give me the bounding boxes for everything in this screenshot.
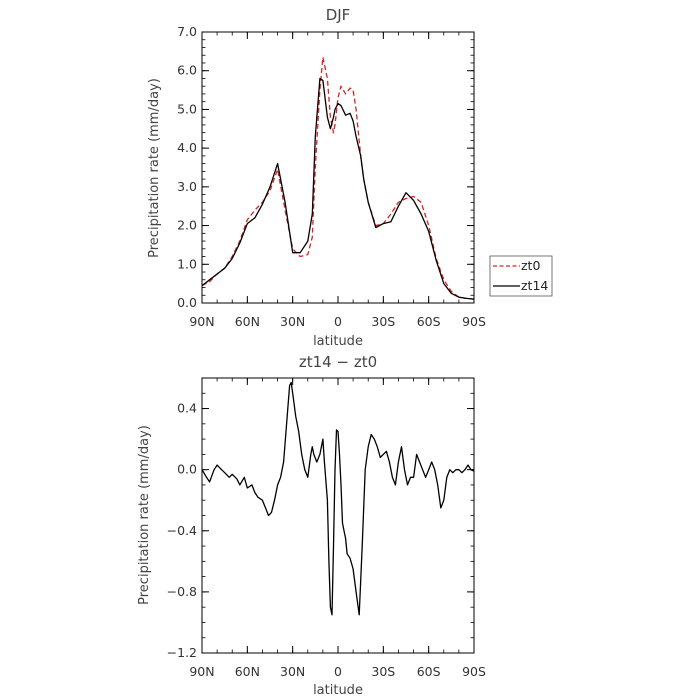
top-plot-area	[201, 56, 475, 300]
x-tick-label: 90N	[189, 314, 214, 329]
series-line-zt0	[201, 56, 475, 300]
y-tick-label: 2.0	[177, 218, 197, 233]
top-chart: DJF 0.0 1.0 2.0 3.0 4.0 5.0 6.0 7.0 90N 60N 30N 0 3…	[147, 6, 553, 349]
series-line-zt14	[201, 77, 475, 300]
bottom-x-axis-label: latitude	[313, 683, 363, 698]
x-tick-label: 90S	[462, 664, 486, 679]
top-y-axis-ticks: 0.0 1.0 2.0 3.0 4.0 5.0 6.0 7.0	[177, 24, 474, 310]
top-plot-frame	[201, 31, 475, 304]
y-tick-label: 6.0	[177, 63, 197, 78]
y-tick-label: 1.0	[177, 256, 197, 271]
top-y-axis-label: Precipitation rate (mm/day)	[147, 78, 162, 258]
bottom-chart-title: zt14 − zt0	[299, 353, 377, 371]
y-tick-label: 4.0	[177, 140, 197, 155]
x-tick-label: 90S	[462, 314, 486, 329]
bottom-plot-frame	[201, 377, 475, 654]
x-tick-label: 30N	[280, 314, 305, 329]
y-tick-label: −0.4	[167, 523, 197, 538]
x-tick-label: 30S	[371, 314, 395, 329]
x-tick-label: 60N	[235, 664, 260, 679]
x-tick-label: 60S	[417, 314, 441, 329]
y-tick-label: 5.0	[177, 101, 197, 116]
legend-box	[489, 255, 553, 297]
legend: zt0 zt14	[489, 255, 553, 297]
y-tick-label: 0.0	[177, 462, 197, 477]
bottom-x-axis-ticks: 90N 60N 30N 0 30S 60S 90S	[189, 378, 486, 679]
x-tick-label: 60N	[235, 314, 260, 329]
x-tick-label: 0	[334, 664, 342, 679]
x-tick-label: 90N	[189, 664, 214, 679]
y-tick-label: 7.0	[177, 24, 197, 39]
y-tick-label: 3.0	[177, 179, 197, 194]
top-x-axis-ticks: 90N 60N 30N 0 30S 60S 90S	[189, 32, 486, 329]
legend-label-zt14: zt14	[521, 278, 548, 293]
y-tick-label: 0.0	[177, 295, 197, 310]
x-tick-label: 60S	[417, 664, 441, 679]
y-tick-label: −0.8	[167, 584, 197, 599]
series-line-diff-0	[201, 381, 475, 616]
top-chart-title: DJF	[326, 6, 351, 24]
y-tick-label: −1.2	[167, 645, 197, 660]
bottom-chart: zt14 − zt0 −1.2 −0.8 −0.4 0.0 0.4 90N 60N 30N 0…	[137, 353, 486, 698]
y-tick-label: 0.4	[177, 401, 197, 416]
x-tick-label: 30N	[280, 664, 305, 679]
bottom-y-axis-label: Precipitation rate (mm/day)	[137, 425, 152, 605]
bottom-y-axis-ticks: −1.2 −0.8 −0.4 0.0 0.4	[167, 377, 474, 660]
top-x-axis-label: latitude	[313, 334, 363, 349]
x-tick-label: 0	[334, 314, 342, 329]
legend-label-zt0: zt0	[521, 258, 540, 273]
bottom-plot-area	[201, 381, 475, 616]
x-tick-label: 30S	[371, 664, 395, 679]
